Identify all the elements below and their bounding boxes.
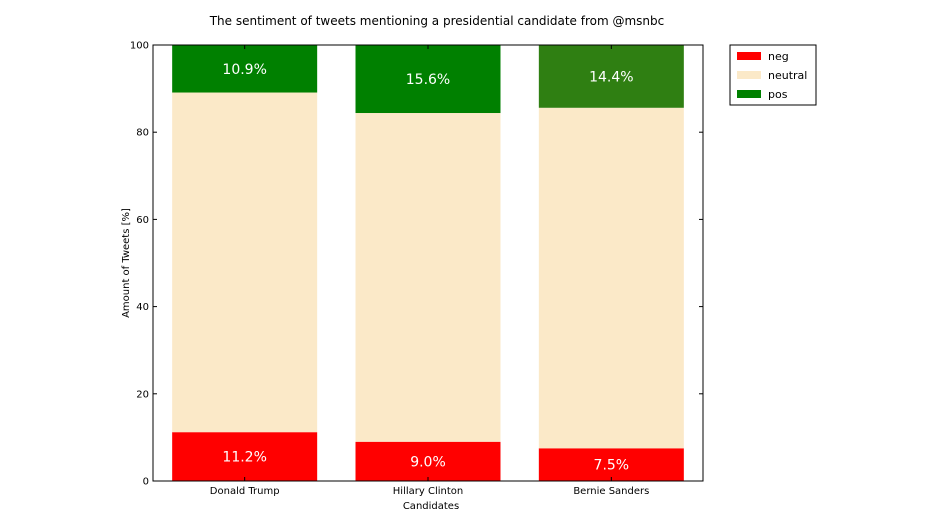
bar-segment-neg-2	[355, 441, 501, 481]
data-label-neg-2: 9.0%	[410, 454, 446, 470]
bar-segment-pos-3	[538, 45, 684, 108]
legend: neg neutral pos	[729, 44, 817, 106]
x-axis-label: Candidates	[403, 501, 459, 512]
legend-swatch-neg	[737, 52, 761, 60]
y-tick-label: 80	[136, 128, 149, 139]
data-label-pos-2: 15.6%	[406, 72, 450, 88]
data-label-pos-1: 10.9%	[222, 62, 266, 78]
bar-segment-pos-1	[172, 45, 318, 93]
axis-ticks: Donald Trump Hillary Clinton Bernie Sander…	[130, 41, 703, 497]
chart-title: The sentiment of tweets mentioning a pre…	[209, 14, 665, 28]
bars-layer	[172, 45, 684, 481]
y-tick-label: 40	[136, 302, 149, 313]
legend-swatch-neutral	[737, 71, 761, 79]
legend-swatch-pos	[737, 90, 761, 98]
data-label-neg-3: 7.5%	[594, 458, 630, 474]
y-tick-label: 100	[130, 41, 149, 52]
y-tick-label: 20	[136, 389, 149, 400]
bar-segment-pos-2	[355, 45, 501, 114]
bar-segment-neutral-2	[355, 113, 501, 442]
x-tick-label: Donald Trump	[210, 486, 280, 497]
legend-label-pos: pos	[768, 88, 788, 101]
legend-label-neutral: neutral	[768, 69, 807, 82]
x-tick-label: Bernie Sanders	[573, 486, 649, 497]
data-label-neg-1: 11.2%	[222, 450, 266, 466]
y-tick-label: 0	[143, 477, 149, 488]
y-tick-label: 60	[136, 215, 149, 226]
legend-label-neg: neg	[768, 50, 789, 63]
bar-segment-neg-3	[538, 448, 684, 481]
data-label-pos-3: 14.4%	[589, 69, 633, 85]
y-axis-label: Amount of Tweets [%]	[121, 208, 132, 318]
legend-items: neg neutral pos	[737, 50, 807, 101]
data-labels-layer: 11.2% 10.9% 9.0% 15.6% 7.5% 14.4%	[222, 62, 633, 474]
x-tick-label: Hillary Clinton	[393, 486, 463, 497]
bar-segment-neutral-3	[538, 107, 684, 449]
bar-segment-neutral-1	[172, 92, 318, 433]
bar-segment-neg-1	[172, 432, 318, 481]
